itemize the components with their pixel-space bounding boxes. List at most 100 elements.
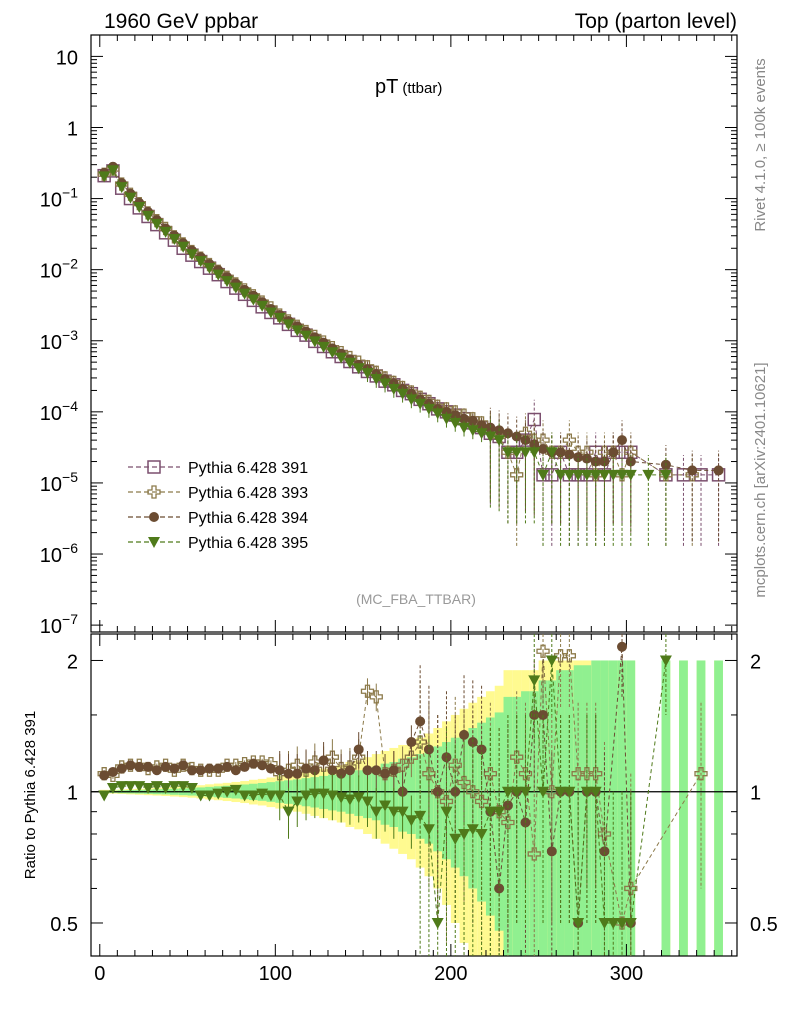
main-point [238, 288, 251, 300]
ratio-point [195, 765, 206, 776]
ratio-point [616, 917, 629, 929]
ratio-point [466, 824, 479, 836]
main-point [387, 383, 400, 395]
ratio-ylabel: Ratio to Pythia 6.428 391 [22, 711, 39, 879]
ratio-point [431, 917, 444, 929]
ratio-point [370, 806, 383, 818]
legend-marker [147, 460, 161, 474]
ratio-point [528, 675, 541, 687]
ratio-point [300, 790, 313, 802]
ratio-point [143, 761, 154, 772]
x-tick-label: 200 [434, 963, 467, 985]
main-point [713, 465, 724, 476]
main-point [124, 192, 137, 204]
main-point [538, 444, 549, 455]
main-point [520, 435, 531, 446]
ratio-point [133, 781, 146, 793]
rivet-label: Rivet 4.1.0, ≥ 100k events [752, 58, 769, 231]
main-point [405, 394, 418, 406]
main-point [467, 415, 478, 426]
main-y-tick-label: 10−7 [40, 611, 78, 638]
ratio-point [519, 786, 532, 798]
ratio-point [414, 810, 427, 822]
ratio-series-2 [98, 634, 672, 956]
main-point [177, 241, 190, 253]
ratio-point [466, 785, 480, 799]
ratio-point [694, 767, 708, 781]
x-tick-label: 300 [610, 963, 643, 985]
main-title: pT (ttbar) [375, 76, 442, 98]
main-point [361, 368, 374, 380]
main-point [308, 336, 321, 348]
ratio-y-tick-label-right: 0.5 [750, 914, 778, 936]
main-y-tick-label: 10−2 [40, 256, 78, 283]
main-frame [90, 34, 738, 633]
ratio-point [230, 765, 241, 776]
x-tick-label: 100 [259, 963, 292, 985]
main-series-line [103, 168, 693, 477]
ratio-point [265, 763, 276, 774]
main-point [624, 469, 637, 481]
main-series-line [103, 170, 719, 477]
ratio-point [203, 790, 216, 802]
main-point [616, 469, 629, 481]
ratio-point [115, 781, 128, 793]
main-point [203, 262, 216, 274]
ratio-point [379, 800, 392, 812]
main-point [264, 307, 277, 319]
main-point [475, 428, 488, 440]
ratio-point [229, 784, 242, 796]
main-point [528, 447, 541, 459]
main-point [282, 319, 295, 331]
main-point [493, 435, 506, 447]
mcplots-label: mcplots.cern.ch [arXiv:2401.10621] [752, 362, 769, 597]
main-point [291, 325, 304, 337]
ratio-point [459, 729, 470, 740]
ratio-panel: 0.5 0.5 1 1 2 2 0 100 200 300 [50, 633, 778, 985]
ratio-point [318, 755, 329, 766]
legend: Pythia 6.428 391 Pythia 6.428 393 Pythia 6… [128, 460, 308, 552]
ratio-y-tick-label-right: 2 [750, 651, 761, 673]
ratio-point [361, 796, 374, 808]
main-point [599, 456, 610, 467]
main-point [694, 468, 708, 482]
main-point [212, 269, 225, 281]
ratio-point [607, 917, 620, 929]
ratio-point [335, 792, 348, 804]
ratio-point [599, 846, 610, 857]
ratio-point [168, 781, 181, 793]
ratio-point [308, 788, 321, 800]
main-point [563, 469, 576, 481]
header-right: Top (parton level) [575, 10, 737, 33]
ratio-point [501, 786, 514, 798]
ratio-point [194, 790, 207, 802]
main-point [580, 469, 593, 481]
ratio-y-tick-label: 1 [67, 783, 78, 805]
ratio-point [546, 846, 557, 857]
main-point [562, 433, 577, 447]
main-point [519, 447, 532, 459]
ratio-point [422, 767, 436, 781]
main-point [607, 469, 620, 481]
main-point [449, 417, 462, 429]
main-point [617, 435, 628, 446]
legend-label: Pythia 6.428 395 [188, 535, 308, 552]
ratio-point [484, 806, 497, 818]
ratio-point [160, 761, 171, 772]
ratio-point [617, 641, 628, 652]
main-point [185, 249, 198, 261]
main-point [598, 469, 611, 481]
main-point [317, 341, 330, 353]
ratio-point [369, 690, 383, 704]
main-point [194, 256, 207, 268]
ratio-point [422, 824, 435, 836]
ratio-point [221, 786, 234, 798]
main-point [229, 282, 242, 294]
ratio-point [405, 815, 418, 827]
main-point [659, 469, 672, 481]
ratio-point [580, 767, 594, 781]
legend-marker [148, 537, 160, 548]
main-series-line [103, 166, 719, 471]
ratio-point [362, 765, 373, 776]
